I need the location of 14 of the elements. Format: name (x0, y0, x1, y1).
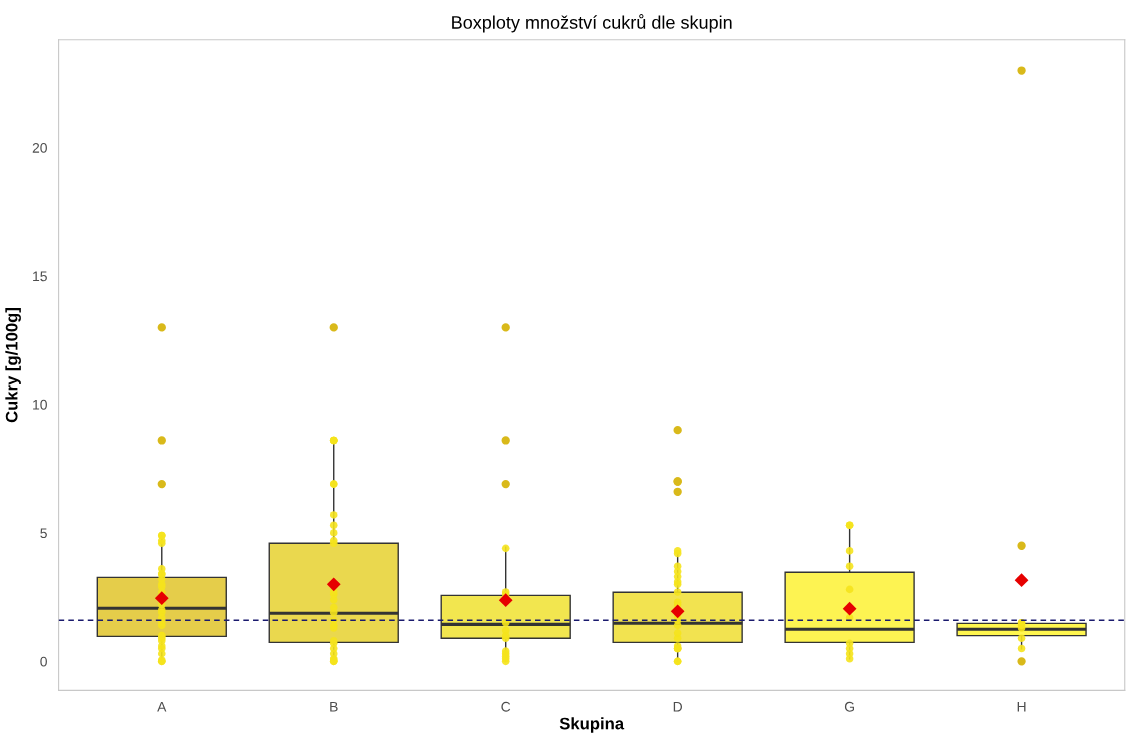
x-tick-label: B (330, 701, 338, 712)
chart-title: Boxploty množství cukrů dle skupin (452, 14, 732, 33)
x-tick-label: H (1017, 701, 1026, 712)
y-tick-label: 0 (40, 656, 47, 667)
x-axis-title: Skupina (559, 717, 625, 733)
y-tick-label: 15 (33, 271, 47, 282)
y-axis-title: Cukry [g/100g] (5, 308, 21, 423)
x-tick-label: D (673, 701, 683, 712)
y-tick-label: 5 (40, 528, 47, 539)
y-tick-label: 20 (32, 142, 47, 153)
x-tick-label: G (844, 701, 854, 712)
y-tick-label: 10 (33, 399, 47, 410)
x-tick-label: A (157, 701, 167, 712)
x-tick-label: C (501, 701, 511, 712)
